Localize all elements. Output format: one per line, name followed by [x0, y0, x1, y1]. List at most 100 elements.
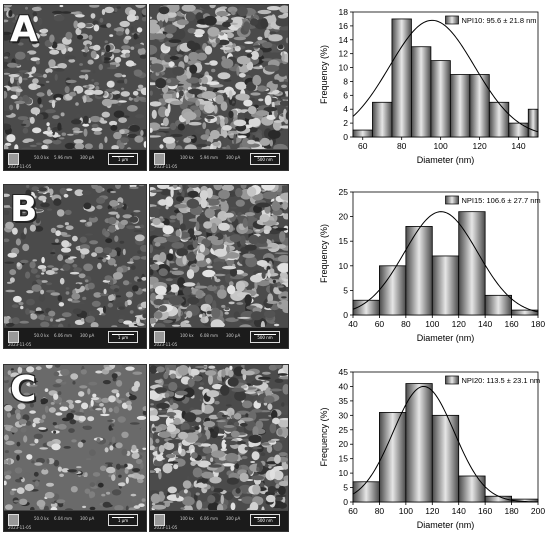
panel-label-c: C — [10, 369, 37, 410]
sem-date: 2023-11-05 — [8, 525, 32, 530]
x-tick-label: 200 — [531, 506, 545, 516]
sem-magnification: 100 kx — [180, 155, 194, 160]
sem-texture — [150, 5, 288, 170]
histogram-bar — [379, 265, 407, 316]
x-tick-label: 120 — [425, 506, 439, 516]
scale-bar-label: 500 nm — [257, 518, 273, 523]
y-tick-label: 20 — [339, 212, 349, 222]
histogram-bar — [372, 101, 393, 138]
sem-image-zoom-c: 100 kx 6.06 mm 300 pA 2023-11-05 500 nm — [149, 364, 289, 532]
sem-texture — [4, 365, 146, 531]
x-tick-label: 60 — [358, 141, 368, 151]
legend-label: NPI10: 95.6 ± 21.8 nm — [462, 16, 537, 25]
y-tick-label: 18 — [339, 7, 349, 17]
y-tick-label: 25 — [339, 425, 349, 435]
scale-bar-label: 1 μm — [117, 157, 129, 162]
histogram-bar — [352, 129, 373, 138]
sem-image-zoom-b: 100 kx 6.08 mm 300 pA 2023-11-05 500 nm — [149, 184, 289, 349]
histogram-bar — [411, 46, 432, 138]
gaussian-fit-curve — [352, 19, 539, 133]
scale-bar: 1 μm — [108, 153, 138, 165]
histogram-svg-b: 40 60 80 100 120 140 160 180 0 5 10 15 20 25 Diameter … — [319, 187, 545, 343]
x-tick-label: 80 — [401, 319, 411, 329]
sem-beam-current: 300 pA — [80, 155, 95, 160]
sem-info-bar: 100 kx 6.08 mm 300 pA 2023-11-05 500 nm — [150, 327, 288, 348]
panel-row-b: 50.0 kx 6.06 mm 300 pA 2023-11-05 1 μm B… — [0, 180, 550, 353]
y-axis-label: Frequency (%) — [319, 45, 329, 104]
sem-magnification: 50.0 kx — [34, 155, 49, 160]
y-tick-label: 10 — [339, 63, 349, 73]
histogram-bar — [431, 255, 460, 316]
y-tick-label: 2 — [343, 118, 348, 128]
sem-magnification: 50.0 kx — [34, 333, 49, 338]
histogram-bar — [430, 60, 451, 138]
y-tick-label: 6 — [343, 90, 348, 100]
x-tick-label: 140 — [452, 506, 466, 516]
x-tick-label: 40 — [348, 319, 358, 329]
scale-bar: 1 μm — [108, 514, 138, 526]
histogram-bar — [405, 226, 433, 316]
x-tick-label: 100 — [425, 319, 439, 329]
sem-date: 2023-11-05 — [8, 164, 32, 169]
scale-bar-label: 500 nm — [257, 335, 273, 340]
x-tick-label: 180 — [531, 319, 545, 329]
legend-swatch — [445, 15, 459, 25]
x-tick-label: 120 — [452, 319, 466, 329]
panel-row-c: 50.0 kx 6.04 mm 300 pA 2023-11-05 1 μm C… — [0, 360, 550, 536]
scale-bar: 500 nm — [250, 153, 280, 165]
scale-bar: 500 nm — [250, 514, 280, 526]
x-tick-label: 120 — [472, 141, 486, 151]
sem-beam-current: 300 pA — [226, 516, 241, 521]
sem-info-bar: 100 kx 6.06 mm 300 pA 2023-11-05 500 nm — [150, 510, 288, 531]
sem-info-bar: 50.0 kx 5.96 mm 300 pA 2023-11-05 1 μm — [4, 149, 146, 170]
x-tick-label: 160 — [478, 506, 492, 516]
y-tick-label: 40 — [339, 381, 349, 391]
histogram-bar — [511, 309, 539, 316]
y-tick-label: 0 — [343, 310, 348, 320]
scale-bar: 1 μm — [108, 331, 138, 343]
y-tick-label: 25 — [339, 187, 349, 197]
histogram-bar — [449, 74, 471, 138]
histogram-a: 60 80 100 120 140 0 2 4 6 8 10 12 14 16 18 Diameter (nm… — [310, 4, 550, 169]
sem-image-wide-b: 50.0 kx 6.06 mm 300 pA 2023-11-05 1 μm B — [3, 184, 147, 349]
sem-working-distance: 6.06 mm — [200, 516, 218, 521]
microscope-logo-icon — [8, 331, 19, 343]
histogram-bar — [379, 412, 407, 503]
gaussian-fit-curve — [352, 385, 539, 503]
y-tick-label: 14 — [339, 35, 349, 45]
microscope-logo-icon — [154, 514, 165, 526]
sem-image-zoom-a: 100 kx 5.94 mm 300 pA 2023-11-05 500 nm — [149, 4, 289, 171]
panel-label-a: A — [10, 9, 38, 50]
y-tick-label: 15 — [339, 454, 349, 464]
sem-working-distance: 6.06 mm — [54, 333, 72, 338]
histogram-b: 40 60 80 100 120 140 160 180 0 5 10 15 20 25 Diameter … — [310, 184, 550, 347]
histogram-svg-a: 60 80 100 120 140 0 2 4 6 8 10 12 14 16 18 Diameter (nm… — [319, 7, 539, 165]
sem-info-bar: 50.0 kx 6.04 mm 300 pA 2023-11-05 1 μm — [4, 510, 146, 531]
histogram-bar — [508, 122, 529, 138]
sem-texture — [4, 5, 146, 170]
sem-working-distance: 6.08 mm — [200, 333, 218, 338]
sem-date: 2023-11-05 — [154, 525, 178, 530]
sem-working-distance: 5.96 mm — [54, 155, 72, 160]
histogram-bar — [458, 475, 486, 503]
x-tick-label: 100 — [399, 506, 413, 516]
sem-info-bar: 50.0 kx 6.06 mm 300 pA 2023-11-05 1 μm — [4, 327, 146, 348]
y-tick-label: 4 — [343, 104, 348, 114]
sem-working-distance: 5.94 mm — [200, 155, 218, 160]
sem-texture — [150, 185, 288, 348]
y-tick-label: 10 — [339, 468, 349, 478]
sem-image-wide-c: 50.0 kx 6.04 mm 300 pA 2023-11-05 1 μm C — [3, 364, 147, 532]
sem-texture — [4, 185, 146, 348]
x-tick-label: 180 — [504, 506, 518, 516]
scale-bar-label: 500 nm — [257, 157, 273, 162]
sem-magnification: 100 kx — [180, 516, 194, 521]
x-tick-label: 140 — [511, 141, 525, 151]
y-tick-label: 0 — [343, 132, 348, 142]
x-tick-label: 80 — [397, 141, 407, 151]
x-tick-label: 80 — [375, 506, 385, 516]
sem-beam-current: 300 pA — [80, 516, 95, 521]
y-tick-label: 5 — [343, 285, 348, 295]
panel-row-a: 50.0 kx 5.96 mm 300 pA 2023-11-05 1 μm A… — [0, 0, 550, 173]
y-tick-label: 10 — [339, 261, 349, 271]
histogram-bar — [458, 211, 486, 316]
